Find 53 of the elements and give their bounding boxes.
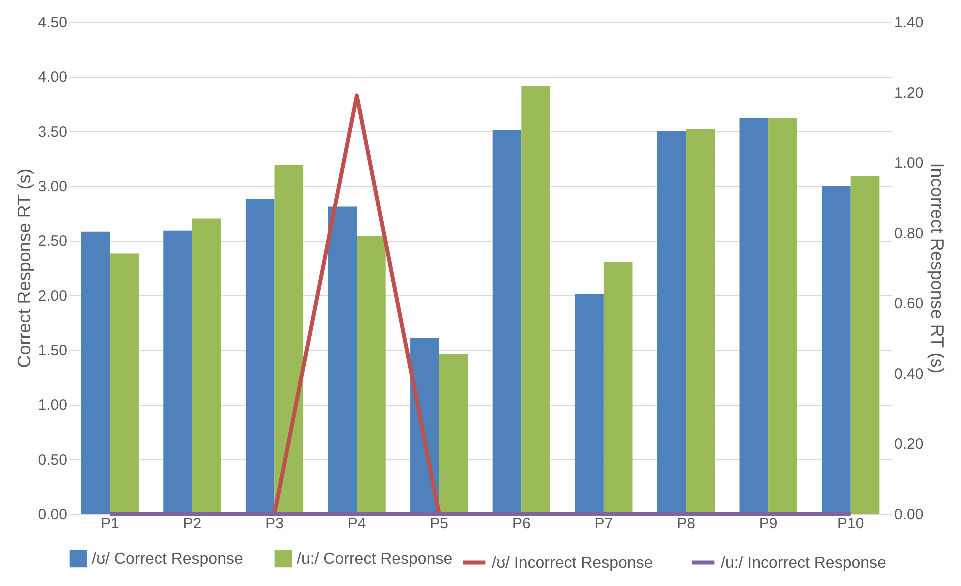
y-tick-label: 4.00: [38, 69, 68, 86]
legend-label: /u:/ Correct Response: [297, 550, 453, 568]
y-tick-label: 4.50: [38, 14, 68, 32]
x-tick-label: P5: [430, 516, 449, 532]
y2-axis-title: Incorrect Response RT (s): [928, 163, 948, 374]
y-tick-label: 2.50: [38, 233, 68, 250]
bar: [274, 165, 304, 514]
bar: [686, 129, 716, 514]
bar: [768, 118, 798, 514]
bar: [439, 354, 468, 514]
x-tick-label: P4: [348, 516, 366, 532]
bar: [657, 131, 686, 514]
y2-tick-label: 1.20: [894, 84, 924, 102]
y2-tick-label: 0.40: [894, 366, 924, 383]
bar: [850, 176, 880, 514]
bar: [822, 186, 851, 514]
y-tick-label: 0.00: [38, 506, 68, 524]
y-axis-title: Correct Response RT (s): [14, 168, 34, 368]
bar: [246, 199, 275, 514]
bar: [328, 206, 358, 514]
bar: [604, 262, 633, 514]
x-tick-label: P8: [677, 516, 696, 532]
y2-tick-label: 0.00: [894, 506, 924, 524]
y2-tick-label: 1.40: [894, 14, 924, 32]
y2-tick-label: 0.80: [894, 225, 924, 242]
y2-tick-label: 0.20: [894, 436, 924, 454]
x-tick-label: P10: [838, 516, 864, 532]
x-tick-label: P9: [759, 516, 778, 532]
x-tick-label: P6: [512, 516, 531, 532]
bar: [740, 118, 769, 514]
x-tick-label: P2: [183, 516, 202, 532]
y-tick-label: 3.50: [38, 124, 68, 141]
bar: [575, 294, 604, 514]
y-tick-label: 3.00: [38, 178, 68, 196]
y-tick-label: 1.50: [38, 342, 68, 360]
bar: [164, 230, 192, 514]
x-tick-label: P7: [594, 516, 614, 532]
bar: [522, 86, 550, 514]
legend-label: /u:/ Incorrect Response: [721, 554, 887, 572]
y-tick-label: 2.00: [38, 288, 68, 305]
legend-label: /ʊ/ Incorrect Response: [492, 554, 654, 572]
x-tick-label: P1: [100, 516, 120, 532]
y2-tick-label: 1.00: [894, 155, 924, 172]
legend-label: /ʊ/ Correct Response: [92, 550, 244, 568]
bar: [492, 130, 522, 514]
y-tick-label: 0.50: [38, 452, 68, 469]
bar: [81, 232, 110, 514]
x-tick-label: P3: [266, 516, 284, 532]
bar: [357, 236, 386, 514]
y2-tick-label: 0.60: [894, 296, 924, 313]
bar: [192, 218, 222, 514]
bar: [110, 254, 139, 514]
y-tick-label: 1.00: [38, 397, 68, 414]
